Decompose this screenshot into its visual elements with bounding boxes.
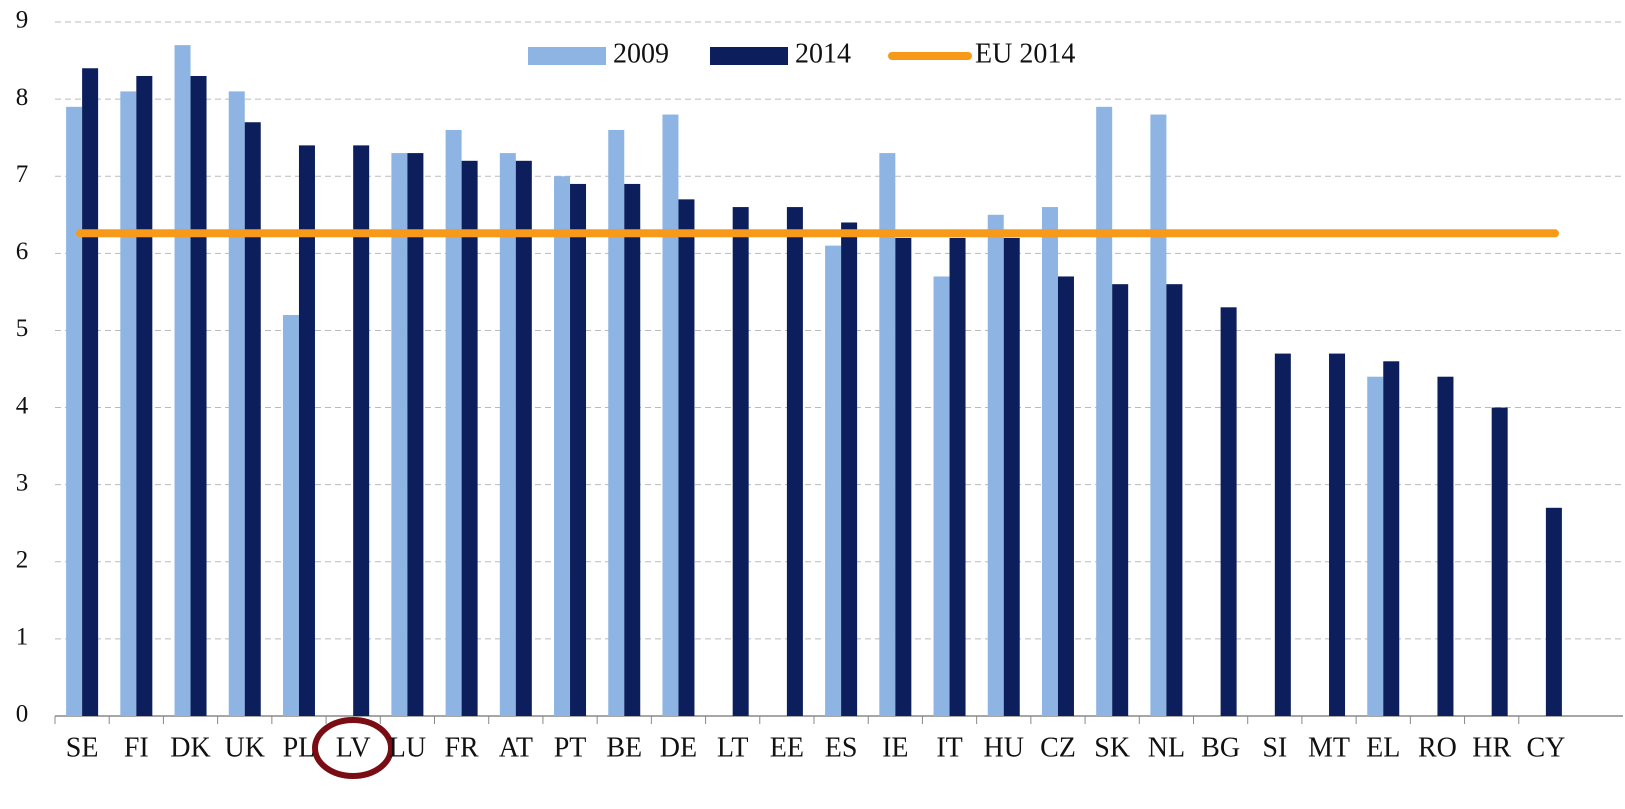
- x-tick-label: DE: [660, 732, 697, 763]
- bar: [987, 214, 1004, 716]
- x-tick-label: FI: [124, 732, 149, 763]
- x-tick-label: LV: [336, 732, 371, 763]
- x-tick-label: IT: [936, 732, 962, 763]
- x-tick-label: DK: [170, 732, 210, 763]
- bar: [662, 114, 679, 717]
- y-tick-label: 8: [16, 84, 29, 111]
- bar: [82, 68, 99, 717]
- x-tick-label: SI: [1262, 732, 1287, 763]
- y-tick-label: 4: [16, 392, 29, 419]
- x-tick-label: CZ: [1040, 732, 1076, 763]
- bar: [895, 237, 912, 716]
- x-tick-label: NL: [1148, 732, 1185, 763]
- y-tick-label: 9: [16, 7, 29, 34]
- bar: [1329, 353, 1346, 716]
- bar: [174, 45, 191, 716]
- x-tick-label: BE: [606, 732, 642, 763]
- bar: [1491, 407, 1508, 716]
- x-tick-label: PL: [283, 732, 316, 763]
- highlight-circle: [312, 717, 394, 779]
- bar: [120, 91, 137, 716]
- x-tick-label: FR: [444, 732, 479, 763]
- x-tick-label: SE: [66, 732, 99, 763]
- bar: [786, 207, 803, 717]
- bar: [608, 129, 625, 716]
- bar: [1220, 307, 1237, 716]
- bar: [570, 183, 587, 716]
- x-tick-label: RO: [1418, 732, 1457, 763]
- bar: [1383, 361, 1400, 716]
- bar: [1367, 376, 1384, 716]
- bar: [678, 199, 695, 716]
- x-tick-label: SK: [1094, 732, 1130, 763]
- bar: [190, 75, 207, 716]
- bar: [1166, 284, 1183, 716]
- x-tick-label: MT: [1308, 732, 1350, 763]
- bar: [66, 106, 83, 717]
- bar: [1150, 114, 1167, 717]
- bar: [732, 207, 749, 717]
- bar: [949, 237, 966, 716]
- bar: [515, 160, 532, 717]
- legend-label: 2009: [613, 38, 669, 69]
- bar: [391, 153, 408, 717]
- bar: [933, 276, 950, 716]
- legend-swatch: [528, 47, 606, 65]
- x-tick-label: BG: [1201, 732, 1240, 763]
- bar: [1096, 106, 1113, 717]
- x-tick-label: CY: [1526, 732, 1565, 763]
- bar: [282, 315, 299, 716]
- bar: [841, 222, 858, 716]
- x-tick-label: EL: [1366, 732, 1400, 763]
- y-tick-label: 2: [16, 547, 29, 574]
- y-tick-label: 1: [16, 624, 29, 651]
- x-tick-label: PT: [554, 732, 587, 763]
- bar: [1112, 284, 1129, 716]
- bar: [407, 153, 424, 717]
- x-tick-label: LU: [389, 732, 426, 763]
- x-tick-label: AT: [499, 732, 533, 763]
- x-tick-label: HU: [984, 732, 1024, 763]
- bar: [1003, 237, 1020, 716]
- x-tick-label: ES: [825, 732, 858, 763]
- bar: [499, 153, 516, 717]
- x-tick-label: EE: [770, 732, 804, 763]
- y-tick-label: 6: [16, 238, 29, 265]
- x-tick-label: IE: [882, 732, 908, 763]
- bar: [879, 153, 896, 717]
- bar: [624, 183, 641, 716]
- bar: [1041, 207, 1058, 717]
- x-tick-label: HR: [1472, 732, 1511, 763]
- legend-swatch: [710, 47, 788, 65]
- bar: [1057, 276, 1074, 716]
- bar: [1545, 507, 1562, 716]
- bar: [244, 122, 261, 716]
- legend-label: EU 2014: [975, 38, 1075, 69]
- bar: [353, 145, 370, 716]
- bar: [825, 245, 842, 716]
- y-tick-label: 0: [16, 701, 29, 728]
- x-tick-label: LT: [717, 732, 749, 763]
- bar: [1274, 353, 1291, 716]
- y-tick-label: 7: [16, 161, 29, 188]
- y-tick-label: 3: [16, 469, 29, 496]
- bar: [228, 91, 245, 716]
- bar: [298, 145, 315, 716]
- legend-label: 2014: [795, 38, 851, 69]
- bar: [461, 160, 478, 717]
- bar: [136, 75, 153, 716]
- bar: [445, 129, 462, 716]
- bar: [1437, 376, 1454, 716]
- x-tick-label: UK: [225, 732, 265, 763]
- y-tick-label: 5: [16, 315, 29, 342]
- bar: [554, 176, 571, 716]
